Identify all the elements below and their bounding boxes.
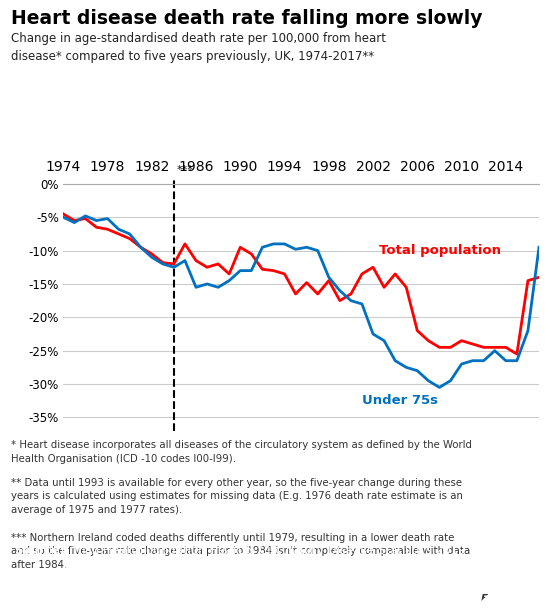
Text: Change in age-standardised death rate per 100,000 from heart
disease* compared t: Change in age-standardised death rate pe… xyxy=(11,32,386,63)
Text: ** Data until 1993 is available for every other year, so the five-year change du: ** Data until 1993 is available for ever… xyxy=(11,478,463,515)
Text: Source:: Source: xyxy=(14,544,64,557)
Text: *** Northern Ireland coded deaths differently until 1979, resulting in a lower d: *** Northern Ireland coded deaths differ… xyxy=(11,533,470,570)
Text: Total population: Total population xyxy=(378,244,500,257)
Text: British Heart Foundation Heart & Circulatory Disease Statistics 2019 table
1.3, : British Heart Foundation Heart & Circula… xyxy=(60,544,499,574)
Text: ***: *** xyxy=(177,166,194,175)
Text: Heart disease death rate falling more slowly: Heart disease death rate falling more sl… xyxy=(11,9,482,28)
Text: Under 75s: Under 75s xyxy=(362,394,438,407)
Text: * Heart disease incorporates all diseases of the circulatory system as defined b: * Heart disease incorporates all disease… xyxy=(11,440,472,464)
Text: Full Fact: Full Fact xyxy=(481,594,529,604)
